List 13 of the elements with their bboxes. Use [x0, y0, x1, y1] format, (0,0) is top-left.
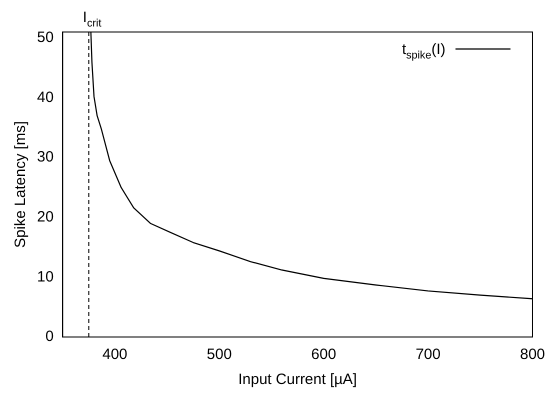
y-tick-label: 50	[36, 29, 54, 46]
y-tick-label: 10	[36, 268, 54, 286]
x-tick-label: 800	[520, 346, 545, 364]
x-tick-label: 700	[416, 346, 441, 364]
x-axis-title: Input Current [µA]	[238, 371, 357, 388]
x-tick-label: 400	[102, 346, 128, 364]
y-axis-title: Spike Latency [ms]	[12, 121, 30, 248]
x-tick-label: 500	[206, 346, 232, 364]
y-tick-label: 30	[36, 148, 54, 166]
y-tick-label: 0	[45, 328, 54, 346]
y-tick-label: 40	[36, 88, 54, 106]
x-tick-label: 600	[311, 346, 336, 364]
y-tick-label: 20	[36, 208, 54, 226]
